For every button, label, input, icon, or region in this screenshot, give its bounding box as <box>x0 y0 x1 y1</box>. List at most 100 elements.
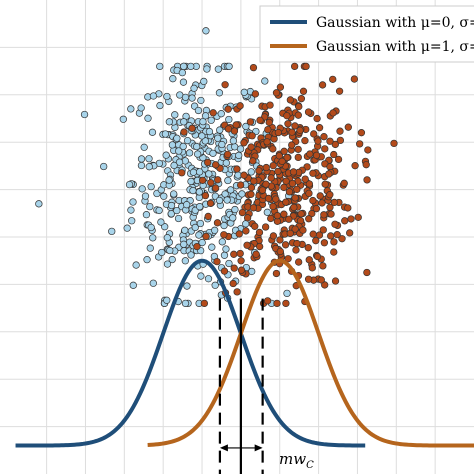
data-point <box>246 118 255 126</box>
data-point <box>200 299 209 308</box>
data-point <box>156 62 164 71</box>
data-point <box>220 251 229 259</box>
data-point <box>237 257 245 265</box>
data-point <box>276 247 284 256</box>
data-point <box>229 279 237 288</box>
data-point <box>233 165 241 173</box>
data-point <box>283 112 291 120</box>
data-point <box>196 219 205 228</box>
data-point <box>264 194 273 203</box>
data-point <box>269 232 278 240</box>
data-point <box>187 251 195 259</box>
data-point <box>205 170 213 178</box>
data-point <box>280 147 288 155</box>
data-point <box>325 170 333 178</box>
data-point <box>331 140 339 149</box>
data-point <box>174 214 183 223</box>
data-point <box>199 117 207 126</box>
data-point <box>187 177 195 186</box>
data-point <box>173 134 181 142</box>
data-point <box>137 155 146 163</box>
data-point <box>183 136 192 145</box>
data-point <box>273 299 281 308</box>
data-point <box>242 122 250 131</box>
data-point <box>296 126 304 135</box>
data-point <box>291 194 299 202</box>
data-point <box>330 150 338 159</box>
data-point <box>334 155 343 164</box>
data-point <box>191 223 199 232</box>
data-point <box>224 176 232 185</box>
data-point <box>240 171 248 179</box>
data-point <box>198 132 206 140</box>
width-arrow <box>219 444 263 452</box>
width-annotation: mwC <box>279 450 314 471</box>
data-point <box>213 257 221 266</box>
data-point <box>175 147 183 155</box>
data-point <box>291 122 299 130</box>
data-point <box>304 108 313 116</box>
data-point <box>209 149 217 157</box>
data-point <box>138 185 146 193</box>
data-point <box>205 127 214 136</box>
data-point <box>273 212 282 220</box>
data-point <box>156 101 164 110</box>
data-point <box>173 206 181 215</box>
data-point <box>198 176 207 184</box>
data-point <box>201 192 210 200</box>
data-point <box>249 204 258 212</box>
width-annotation-subscript: C <box>306 460 314 471</box>
data-point <box>194 106 203 115</box>
data-point <box>280 183 288 192</box>
data-point <box>123 224 131 232</box>
data-point <box>274 128 283 137</box>
data-point <box>320 211 328 219</box>
data-point <box>267 174 275 182</box>
data-point <box>141 192 150 200</box>
data-point <box>170 161 178 170</box>
data-point <box>220 267 229 275</box>
data-point <box>168 141 177 149</box>
data-point <box>207 116 215 124</box>
data-point <box>247 168 255 176</box>
data-point <box>108 227 116 236</box>
data-point <box>221 81 229 89</box>
data-point <box>195 231 203 239</box>
data-point <box>189 168 198 176</box>
data-point <box>326 203 334 211</box>
data-point <box>313 114 321 123</box>
data-point <box>232 121 240 129</box>
data-point <box>272 269 281 278</box>
data-point <box>149 279 157 287</box>
data-point <box>309 230 317 238</box>
data-point <box>302 62 310 71</box>
data-point <box>214 65 223 73</box>
data-point <box>240 88 248 96</box>
data-point <box>269 161 277 170</box>
data-point <box>312 237 320 245</box>
data-point <box>319 226 327 234</box>
data-point <box>230 264 238 272</box>
data-point <box>288 179 297 188</box>
data-point <box>316 192 324 200</box>
data-point <box>341 217 349 225</box>
data-point <box>282 198 290 206</box>
data-point <box>181 93 190 101</box>
data-point <box>236 102 244 110</box>
data-point <box>165 118 174 126</box>
data-point <box>213 219 222 227</box>
data-point <box>289 168 298 176</box>
data-point <box>179 142 187 151</box>
data-point <box>347 215 355 223</box>
data-point <box>189 186 197 195</box>
data-point <box>145 155 153 163</box>
data-point <box>317 276 325 284</box>
width-annotation-main: mw <box>279 450 306 468</box>
data-point <box>250 177 258 185</box>
data-point <box>247 183 256 192</box>
data-point <box>318 81 327 89</box>
data-point <box>193 242 201 251</box>
data-point <box>364 146 372 154</box>
data-point <box>187 62 195 71</box>
data-point <box>185 149 194 157</box>
